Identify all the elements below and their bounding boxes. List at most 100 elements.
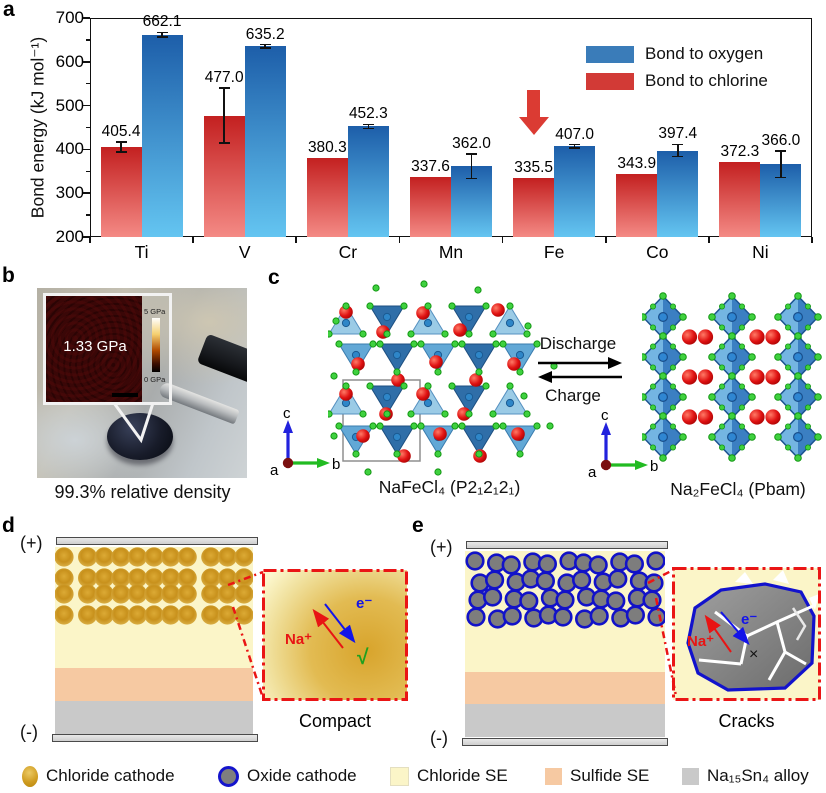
check-mark: √ bbox=[357, 646, 369, 669]
reaction-arrows bbox=[538, 357, 622, 383]
error-bar bbox=[573, 144, 576, 149]
modulus-map bbox=[46, 296, 142, 402]
electron-label-e: e⁻ bbox=[741, 611, 758, 628]
y-minor-tick-mark bbox=[86, 214, 90, 216]
legend-label: Chloride SE bbox=[417, 766, 508, 785]
y-tick-label: 200 bbox=[55, 227, 84, 246]
bar-Bond-to-oxygen bbox=[141, 34, 183, 237]
legend-label: Na₁₅Sn₄ alloy bbox=[707, 766, 809, 785]
scale-bar bbox=[112, 393, 138, 397]
axis-glyph-right: c b a bbox=[588, 408, 658, 478]
na-ion-label-e: Na⁺ bbox=[687, 633, 715, 650]
bar-value-label: 477.0 bbox=[204, 69, 244, 87]
x-category-label: Ni bbox=[752, 242, 769, 262]
error-bar bbox=[161, 32, 163, 37]
error-bar-cap bbox=[156, 31, 168, 34]
y-tick-label: 500 bbox=[55, 95, 84, 115]
bar-Bond-to-chlorine bbox=[513, 177, 555, 237]
x-category-label: V bbox=[238, 242, 251, 262]
panel-label-e: e bbox=[412, 514, 424, 537]
axis-glyph-left: c b a bbox=[270, 406, 340, 476]
legend-label: Oxide cathode bbox=[247, 766, 357, 785]
negative-electrode-label-d: (-) bbox=[20, 722, 38, 742]
chart-legend-row-oxygen: Bond to oxygen bbox=[586, 44, 763, 64]
x-category-label: Mn bbox=[438, 242, 464, 262]
legend-swatch-chlorine bbox=[586, 72, 634, 90]
y-tick-label: 600 bbox=[55, 51, 84, 71]
modulus-value: 1.33 GPa bbox=[63, 338, 127, 355]
y-axis-title: Bond energy (kJ mol⁻¹) bbox=[27, 36, 48, 219]
nafecl4-title: NaFeCl₄ (P2₁2₁2₁) bbox=[378, 477, 521, 497]
positive-electrode-label-e: (+) bbox=[430, 537, 453, 557]
bar-Bond-to-oxygen bbox=[244, 46, 286, 237]
error-bar bbox=[223, 88, 225, 144]
alloy-swatch bbox=[682, 767, 699, 785]
axis-c-label: c bbox=[601, 408, 609, 424]
colorbar-max-label: 5 GPa bbox=[144, 307, 166, 316]
oxide-cathode-particles bbox=[465, 551, 665, 629]
error-bar-cap bbox=[466, 177, 477, 180]
alloy-layer-e bbox=[465, 704, 665, 737]
bar-value-label: 452.3 bbox=[348, 105, 388, 123]
bar-value-label: 405.4 bbox=[101, 122, 141, 140]
na2fecl4-title: Na₂FeCl₄ (Pbam) bbox=[670, 479, 806, 499]
x-tick-mark bbox=[398, 237, 401, 243]
modulus-map-inset: 1.33 GPa 5 GPa 0 GPa bbox=[43, 293, 172, 405]
discharge-label: Discharge bbox=[539, 334, 617, 353]
error-bar-cap bbox=[569, 147, 581, 149]
y-tick-mark bbox=[83, 148, 90, 151]
x-tick-mark bbox=[192, 237, 194, 243]
y-minor-tick-mark bbox=[86, 170, 90, 173]
x-tick-mark bbox=[604, 237, 607, 243]
error-bar-cap bbox=[362, 127, 374, 130]
y-minor-tick-mark bbox=[86, 126, 90, 129]
error-bar bbox=[780, 151, 782, 178]
error-bar-cap bbox=[218, 87, 230, 89]
error-bar bbox=[264, 44, 266, 49]
bar-value-label: 635.2 bbox=[245, 25, 285, 43]
axis-b-label: b bbox=[332, 456, 340, 473]
axis-b-label: b bbox=[650, 458, 658, 475]
sulfide-se-layer-e bbox=[465, 672, 665, 704]
na-ion-label-d: Na⁺ bbox=[285, 631, 313, 648]
error-bar-cap bbox=[115, 140, 127, 143]
legend-label: Sulfide SE bbox=[570, 766, 650, 785]
x-category-label: Fe bbox=[543, 242, 565, 262]
bar-value-label: 337.6 bbox=[411, 157, 450, 175]
bottom-current-collector-e bbox=[462, 738, 668, 746]
error-bar-cap bbox=[775, 176, 787, 179]
x-category-label: Cr bbox=[338, 242, 358, 262]
x-category-label: Ti bbox=[134, 242, 149, 262]
chloride-cathode-particles bbox=[55, 547, 253, 625]
legend-item-alloy: Na₁₅Sn₄ alloy bbox=[682, 762, 809, 790]
legend-item-sulfide-se: Sulfide SE bbox=[545, 762, 649, 790]
legend-label: Chloride cathode bbox=[46, 766, 175, 785]
oxide-cathode-swatch bbox=[218, 765, 239, 787]
chloride-se-swatch bbox=[390, 766, 409, 786]
alloy-layer-d bbox=[55, 701, 253, 734]
error-bar bbox=[120, 141, 122, 153]
sulfide-se-layer-d bbox=[55, 668, 253, 701]
top-current-collector-d bbox=[56, 537, 258, 545]
relative-density-caption: 99.3% relative density bbox=[54, 482, 231, 502]
x-tick-mark bbox=[708, 237, 710, 243]
axis-a-label: a bbox=[270, 462, 279, 476]
error-bar-cap bbox=[218, 142, 230, 145]
cross-mark: × bbox=[749, 646, 759, 663]
error-bar-cap bbox=[569, 143, 581, 146]
compact-caption: Compact bbox=[298, 711, 372, 731]
error-bar-cap bbox=[672, 143, 684, 146]
error-bar-cap bbox=[156, 35, 168, 38]
error-bar-cap bbox=[259, 43, 271, 46]
bar-Bond-to-oxygen bbox=[554, 146, 596, 237]
charge-label: Charge bbox=[545, 386, 601, 405]
compact-particle-inset: Na⁺ e⁻ √ bbox=[263, 570, 407, 700]
sulfide-se-swatch bbox=[545, 767, 562, 785]
panel-label-b: b bbox=[2, 264, 15, 287]
bar-Bond-to-oxygen bbox=[657, 150, 699, 237]
bar-Bond-to-chlorine bbox=[100, 147, 142, 237]
bar-value-label: 372.3 bbox=[720, 142, 760, 160]
bottom-current-collector-d bbox=[52, 734, 258, 742]
axis-a-label: a bbox=[588, 464, 597, 478]
